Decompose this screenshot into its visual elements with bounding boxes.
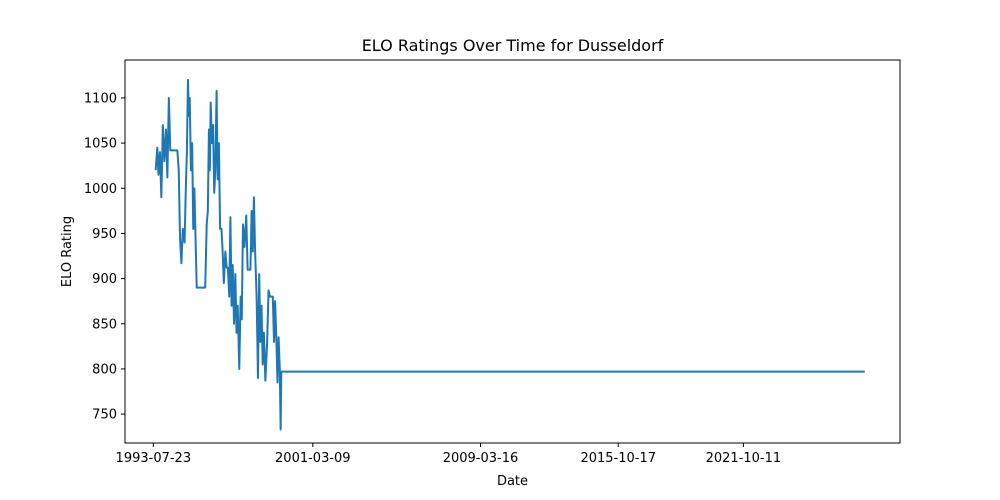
x-axis-label: Date bbox=[497, 474, 528, 489]
x-tick-label: 1993-07-23 bbox=[116, 451, 192, 466]
series-line-0 bbox=[154, 78, 865, 431]
plot-frame bbox=[124, 59, 901, 444]
y-tick-label: 1050 bbox=[84, 137, 117, 152]
chart-title: ELO Ratings Over Time for Dusseldorf bbox=[362, 36, 664, 55]
y-axis-label: ELO Rating bbox=[60, 216, 75, 287]
plot-area bbox=[154, 78, 865, 431]
y-axis: 750 800 850 900 950 1000 1050 1100 bbox=[84, 91, 125, 423]
y-tick-label: 800 bbox=[92, 362, 117, 377]
x-tick-label: 2009-03-16 bbox=[443, 451, 519, 466]
x-tick-label: 2015-10-17 bbox=[580, 451, 656, 466]
y-tick-label: 950 bbox=[92, 227, 117, 242]
x-axis: 1993-07-23 2001-03-09 2009-03-16 2015-10-17… bbox=[116, 443, 782, 466]
y-tick-label: 750 bbox=[92, 408, 117, 423]
y-tick-label: 900 bbox=[92, 272, 117, 287]
y-tick-label: 1000 bbox=[84, 182, 117, 197]
y-tick-label: 850 bbox=[92, 317, 117, 332]
x-tick-label: 2001-03-09 bbox=[275, 451, 351, 466]
x-tick-label: 2021-10-11 bbox=[706, 451, 782, 466]
y-tick-label: 1100 bbox=[84, 91, 117, 106]
